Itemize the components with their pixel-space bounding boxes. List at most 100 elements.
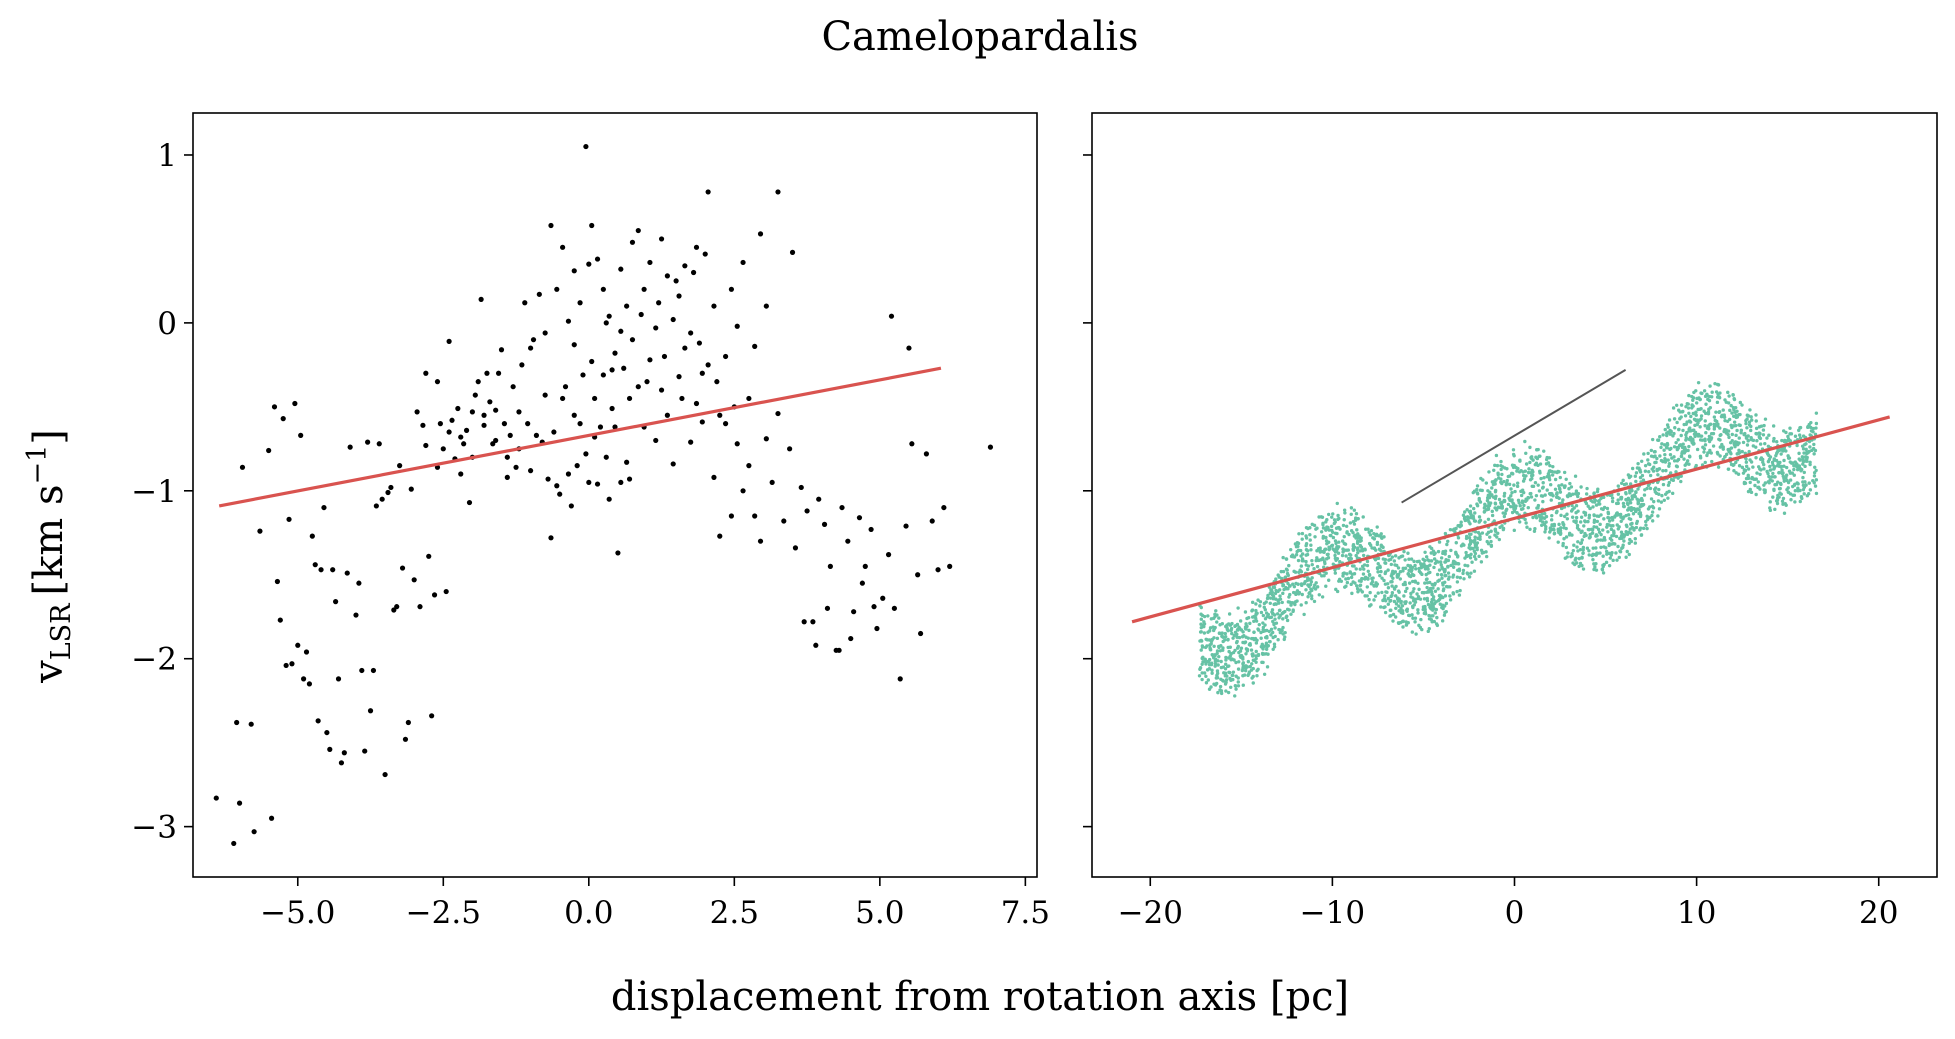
model-point — [1610, 534, 1614, 538]
model-point — [1271, 597, 1276, 601]
model-point — [1220, 634, 1224, 638]
model-point — [1524, 474, 1528, 478]
model-point — [1227, 612, 1232, 616]
model-point — [1446, 539, 1450, 544]
observed-point — [929, 518, 935, 524]
model-point — [1451, 565, 1456, 569]
model-point — [1796, 489, 1800, 493]
observed-point — [629, 239, 636, 245]
model-point — [1651, 465, 1656, 469]
observed-point — [289, 661, 295, 667]
model-point — [1556, 527, 1560, 531]
model-point — [1289, 547, 1293, 552]
model-point — [1624, 555, 1628, 559]
model-point — [1354, 553, 1358, 558]
observed-point — [705, 362, 711, 368]
model-point — [1262, 601, 1267, 606]
model-point — [1628, 537, 1632, 542]
model-point — [1455, 589, 1459, 594]
model-point — [1285, 614, 1289, 618]
observed-point — [740, 259, 746, 266]
model-point — [1767, 474, 1771, 479]
observed-point — [367, 708, 374, 714]
model-point — [1718, 445, 1723, 449]
model-point — [1305, 552, 1310, 557]
model-point — [1279, 569, 1283, 574]
model-point — [1553, 487, 1558, 492]
model-point — [1335, 531, 1339, 536]
model-point — [1689, 414, 1693, 419]
model-point — [1602, 505, 1607, 510]
model-point — [1497, 537, 1502, 542]
model-point — [1231, 650, 1236, 655]
model-point — [1521, 479, 1526, 483]
model-point — [1548, 463, 1552, 468]
model-point — [1487, 470, 1491, 474]
model-point — [1518, 520, 1522, 524]
model-point — [1270, 590, 1275, 595]
model-point — [1607, 563, 1612, 568]
model-point — [1516, 481, 1520, 485]
model-point — [1265, 596, 1270, 601]
model-point — [1278, 608, 1282, 613]
model-point — [1219, 691, 1224, 696]
model-point — [1509, 504, 1513, 509]
model-point — [1513, 489, 1517, 494]
model-point — [1634, 525, 1639, 530]
y-axis-label-sub: LSR — [46, 603, 77, 660]
model-point — [1232, 633, 1236, 638]
observed-point — [757, 231, 764, 237]
model-point — [1499, 500, 1503, 505]
model-point — [1557, 484, 1561, 488]
model-point — [1551, 464, 1555, 469]
model-point — [1668, 428, 1672, 433]
model-point — [1494, 453, 1499, 458]
model-point — [1682, 457, 1686, 461]
model-point — [1640, 504, 1644, 508]
model-point — [1393, 594, 1398, 598]
model-point — [1461, 513, 1466, 517]
model-point — [1358, 584, 1362, 588]
model-point — [1349, 582, 1353, 587]
model-point — [1215, 673, 1219, 678]
model-point — [1644, 523, 1648, 527]
model-point — [1210, 671, 1214, 675]
model-point — [1728, 408, 1732, 413]
model-point — [1310, 562, 1314, 567]
model-point — [1343, 511, 1347, 515]
observed-point — [612, 350, 618, 356]
model-point — [1570, 533, 1574, 537]
model-point — [1673, 426, 1677, 430]
model-point — [1323, 547, 1327, 551]
model-point — [1248, 621, 1252, 626]
model-point — [1657, 487, 1661, 492]
model-point — [1584, 492, 1589, 496]
model-point — [1675, 420, 1679, 425]
model-point — [1602, 562, 1606, 567]
model-point — [1426, 558, 1430, 562]
model-point — [1446, 565, 1450, 569]
model-point — [1406, 621, 1410, 625]
model-point — [1435, 623, 1440, 628]
model-point — [1278, 594, 1282, 598]
model-point — [1224, 658, 1228, 662]
model-point — [1624, 530, 1628, 534]
model-point — [1639, 496, 1644, 501]
model-point — [1754, 426, 1759, 431]
observed-point — [303, 649, 310, 655]
model-point — [1444, 609, 1448, 614]
model-point — [1396, 572, 1401, 576]
model-point — [1478, 488, 1483, 492]
model-point — [1729, 403, 1733, 408]
observed-point — [266, 447, 272, 454]
model-point — [1328, 533, 1332, 538]
model-point — [1754, 413, 1758, 417]
model-point — [1342, 518, 1346, 522]
model-point — [1347, 532, 1351, 537]
observed-point — [458, 434, 464, 440]
model-point — [1467, 532, 1472, 536]
model-point — [1267, 639, 1272, 644]
model-point — [1427, 626, 1431, 631]
model-point — [1403, 558, 1407, 562]
observed-point — [693, 400, 700, 407]
